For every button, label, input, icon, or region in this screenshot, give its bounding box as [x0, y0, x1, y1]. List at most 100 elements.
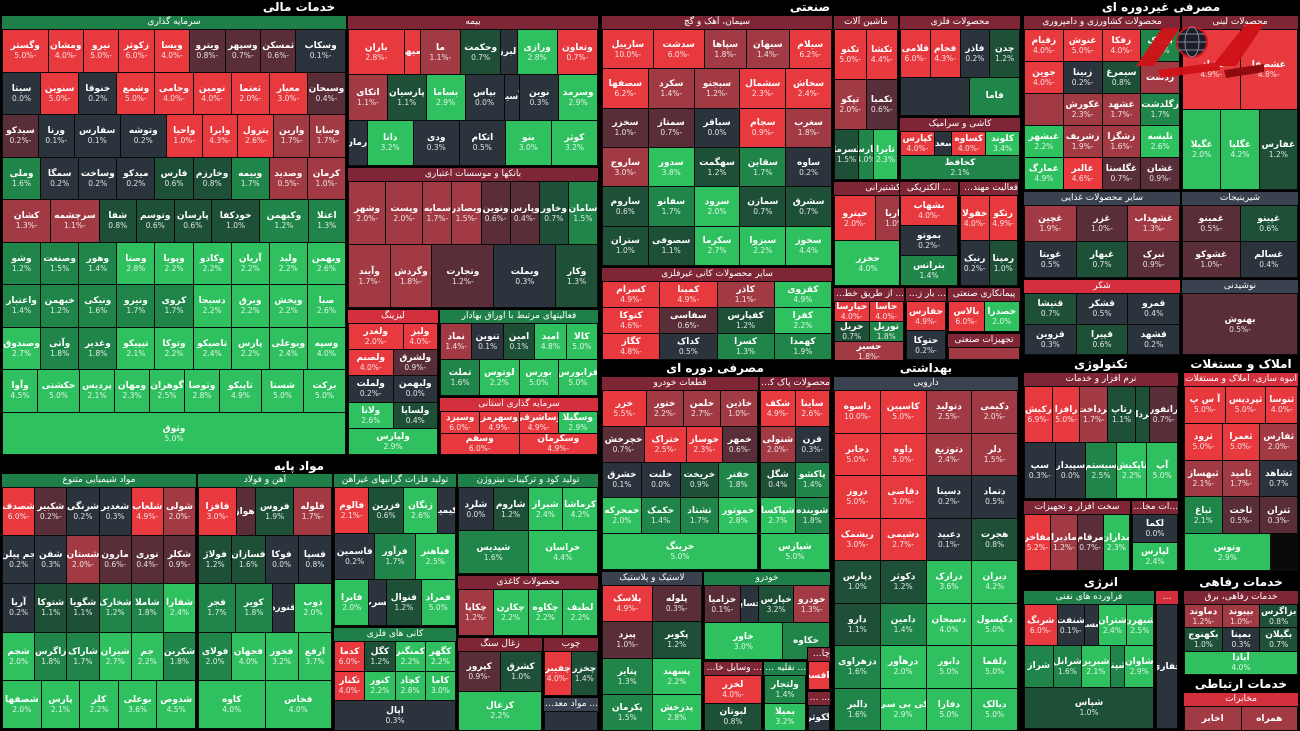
stock-tile[interactable]: رکیش -6.9% — [1025, 387, 1052, 442]
stock-tile[interactable]: دانا 3.2% — [367, 120, 413, 165]
stock-tile[interactable]: خکمک 1.4% — [641, 498, 680, 534]
stock-tile[interactable]: ودی 0.3% — [413, 120, 459, 165]
stock-tile[interactable]: فرآور 1.7% — [375, 534, 415, 579]
stock-tile[interactable]: تکنار -4.0% — [335, 671, 365, 701]
stock-tile[interactable]: ثاخت -0.5% — [1222, 497, 1260, 534]
stock-tile[interactable]: قشکر 0.5% — [1076, 294, 1128, 324]
stock-tile[interactable]: شغدیر 0.3% — [99, 488, 131, 536]
stock-tile[interactable]: شپارس 5.0% — [761, 534, 829, 569]
stock-tile[interactable]: تکشا -4.4% — [866, 30, 897, 79]
stock-tile[interactable]: غمینو -0.5% — [1183, 206, 1240, 241]
stock-tile[interactable]: کرمان -1.0% — [307, 157, 345, 199]
stock-tile[interactable]: دپارس 1.0% — [835, 561, 880, 603]
stock-tile[interactable]: سفانو 1.7% — [648, 187, 694, 226]
stock-tile[interactable]: ولید 2.2% — [269, 242, 307, 284]
stock-tile[interactable]: فلوله -1.7% — [294, 488, 331, 536]
stock-tile[interactable]: البرز — [501, 30, 517, 75]
stock-tile[interactable]: پلاسک -4.9% — [603, 586, 652, 622]
stock-tile[interactable]: بکهنوج 1.0% — [1185, 628, 1222, 651]
stock-tile[interactable]: دجابر -5.0% — [835, 433, 880, 475]
stock-tile[interactable]: بموتو -0.2% — [901, 226, 957, 255]
stock-tile[interactable]: غگیلا 2.0% — [1183, 110, 1221, 189]
stock-tile[interactable]: غالبر -4.6% — [1063, 158, 1102, 189]
stock-tile[interactable]: وسپهر -0.7% — [225, 30, 260, 72]
stock-tile[interactable]: قپیرا 0.6% — [1076, 324, 1128, 354]
stock-tile[interactable]: زشریف -1.9% — [1063, 126, 1102, 157]
stock-tile[interactable]: غکورش -2.3% — [1063, 94, 1102, 125]
stock-tile[interactable]: کشان -1.3% — [3, 200, 51, 242]
stock-tile[interactable]: دعبید -0.1% — [926, 518, 972, 560]
stock-tile[interactable]: صبا 2.6% — [307, 285, 345, 327]
stock-tile[interactable]: داوه -5.0% — [880, 433, 926, 475]
stock-tile[interactable]: شتوکا 1.1% — [35, 584, 67, 632]
stock-tile[interactable]: کاذر -1.1% — [717, 282, 774, 307]
stock-tile[interactable]: زفکا -4.0% — [1102, 30, 1141, 61]
stock-tile[interactable]: کتوکا -4.6% — [603, 308, 660, 333]
stock-tile[interactable]: فلامی -6.0% — [901, 30, 930, 77]
stock-tile[interactable]: شکبیر -0.2% — [35, 488, 67, 536]
stock-tile[interactable]: اتکای -1.1% — [349, 75, 387, 120]
stock-tile[interactable]: شیران 2.7% — [99, 632, 131, 680]
stock-tile[interactable]: واحیا -1.0% — [166, 115, 202, 157]
stock-tile[interactable]: غپینو 0.6% — [1240, 206, 1297, 241]
stock-tile[interactable]: دیران 4.2% — [972, 561, 1017, 603]
stock-tile[interactable]: وبرق 2.2% — [231, 285, 269, 327]
stock-tile[interactable]: پسهند 2.2% — [652, 658, 701, 694]
stock-tile[interactable]: غچین -1.9% — [1025, 206, 1076, 241]
stock-tile[interactable]: فنورد — [272, 584, 295, 632]
stock-tile[interactable]: پترول -2.6% — [238, 115, 274, 157]
stock-tile[interactable]: ولپارس 2.9% — [349, 428, 437, 454]
stock-tile[interactable]: شولی -2.0% — [163, 488, 196, 536]
stock-tile[interactable]: شبهرن2.5% — [1126, 605, 1153, 646]
stock-tile[interactable]: شاملا 1.8% — [131, 584, 163, 632]
stock-tile[interactable]: سخوز 4.4% — [786, 226, 831, 265]
stock-tile[interactable]: آریان 2.2% — [231, 242, 269, 284]
stock-tile[interactable]: وآیند -1.7% — [349, 245, 390, 307]
stock-tile[interactable]: کی بی سی2.9% — [880, 688, 926, 730]
stock-tile[interactable]: ذوب 2.0% — [295, 584, 331, 632]
stock-tile[interactable]: سهگمت 1.2% — [694, 147, 740, 187]
stock-tile[interactable]: رنیک -0.2% — [961, 241, 989, 285]
stock-tile[interactable]: ومهان 2.3% — [115, 370, 149, 412]
stock-tile[interactable]: زبینا -0.2% — [1063, 62, 1102, 93]
stock-tile[interactable]: دکپسول 5.0% — [972, 603, 1017, 645]
stock-tile[interactable]: سصفها -6.2% — [603, 69, 648, 108]
stock-tile[interactable]: وسکاب -0.1% — [296, 30, 345, 72]
stock-tile[interactable]: دزهراوی 1.6% — [835, 646, 880, 688]
stock-tile[interactable]: خاور 3.0% — [705, 623, 782, 659]
stock-tile[interactable]: بنو 3.0% — [505, 120, 551, 165]
stock-tile[interactable]: وتوکا 2.2% — [155, 327, 193, 369]
stock-tile[interactable]: قشهد 0.2% — [1128, 324, 1180, 354]
stock-tile[interactable]: وتجارت -1.2% — [432, 245, 494, 307]
stock-tile[interactable]: خودکفا 1.0% — [212, 200, 260, 242]
stock-tile[interactable]: کدما -6.0% — [335, 642, 365, 671]
stock-tile[interactable]: آپ 5.0% — [1147, 443, 1177, 498]
stock-tile[interactable]: وتوصا 2.8% — [185, 370, 219, 412]
stock-tile[interactable]: سیدکو -0.2% — [3, 115, 38, 157]
stock-tile[interactable]: ختراک -2.5% — [645, 426, 686, 462]
stock-tile[interactable]: ثپردیس -5.0% — [1225, 387, 1266, 423]
stock-tile[interactable]: نوری -0.4% — [131, 536, 163, 584]
stock-tile[interactable]: وساخت 0.2% — [79, 157, 117, 199]
stock-tile[interactable]: شتران 2.4% — [1099, 605, 1126, 646]
stock-tile[interactable]: سشرق 0.7% — [786, 187, 831, 226]
stock-tile[interactable]: وپارس -0.4% — [510, 182, 539, 244]
stock-tile[interactable]: خشرق 0.1% — [603, 462, 641, 498]
stock-tile[interactable]: شاوان 2.9% — [1125, 646, 1154, 687]
stock-tile[interactable]: خموتور 2.8% — [719, 498, 757, 534]
stock-tile[interactable]: شنفت -0.1% — [1057, 605, 1084, 646]
stock-tile[interactable]: ثشاهد 0.7% — [1260, 460, 1298, 497]
stock-tile[interactable]: وتوس 2.9% — [1185, 534, 1270, 570]
stock-tile[interactable]: ختور -2.2% — [646, 391, 683, 426]
stock-tile[interactable]: شرنگ -6.0% — [1025, 605, 1057, 646]
stock-tile[interactable]: گوهران 2.5% — [150, 370, 184, 412]
stock-tile[interactable]: دالبر 1.6% — [835, 688, 880, 730]
stock-tile[interactable]: سمازن 0.7% — [740, 187, 786, 226]
stock-tile[interactable]: وتوسم 0.6% — [137, 200, 174, 242]
stock-tile[interactable]: خزامیا -0.1% — [705, 586, 740, 622]
stock-tile[interactable]: وساشرقی-4.9% — [519, 412, 558, 433]
stock-tile[interactable]: وثوق 5.0% — [3, 412, 345, 454]
stock-tile[interactable]: وبوعلی 2.4% — [269, 327, 307, 369]
stock-tile[interactable]: لطیف 2.2% — [563, 590, 597, 635]
stock-tile[interactable]: غشوکو -1.0% — [1183, 242, 1240, 277]
